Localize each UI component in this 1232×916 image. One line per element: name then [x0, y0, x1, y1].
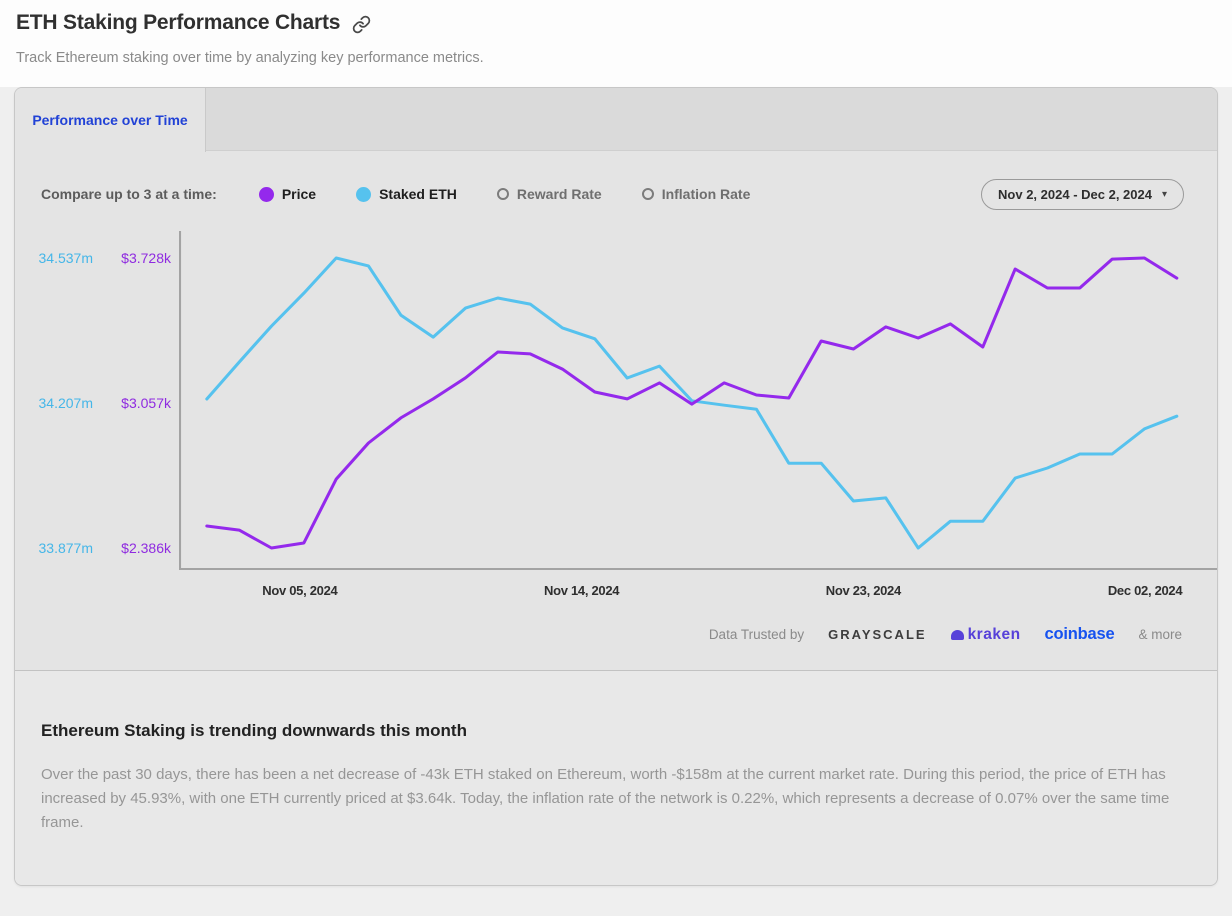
date-range-dropdown[interactable]: Nov 2, 2024 - Dec 2, 2024 ▾ [981, 178, 1184, 210]
x-axis-labels: Nov 05, 2024 Nov 14, 2024 Nov 23, 2024 Dec … [179, 583, 1184, 617]
series-line-price[interactable] [205, 256, 1179, 550]
x-tick-label: Dec 02, 2024 [1107, 583, 1183, 598]
metric-option-label: Staked ETH [379, 186, 457, 202]
summary-body: Over the past 30 days, there has been a … [41, 766, 1170, 831]
x-tick-label: Nov 14, 2024 [544, 583, 620, 598]
y-axis-labels: 34.537m $3.728k 34.207m $3.057k 33.877m $2.38… [15, 231, 179, 571]
chart-area: 34.537m $3.728k 34.207m $3.057k 33.877m $2.38… [15, 231, 1217, 617]
page-subtitle: Track Ethereum staking over time by anal… [16, 50, 484, 66]
page-header: ETH Staking Performance Charts Track Eth… [0, 0, 1232, 87]
y-axis-row: 33.877m $2.386k [31, 540, 171, 556]
coinbase-logo: coinbase [1044, 625, 1115, 643]
performance-chart[interactable] [179, 231, 1217, 571]
tab-strip: Performance over Time [15, 88, 1217, 152]
trusted-by-row: Data Trusted by GRAYSCALE kraken coinbas… [15, 617, 1217, 658]
metric-legend: Compare up to 3 at a time: Price Staked E… [41, 186, 750, 202]
summary-heading: Ethereum Staking is trending downwards t… [41, 721, 467, 740]
metric-option-price[interactable]: Price [258, 186, 317, 202]
metric-radio-icon [496, 188, 509, 200]
metric-radio-icon [641, 188, 654, 200]
date-range-value: Nov 2, 2024 - Dec 2, 2024 [998, 186, 1152, 202]
summary-section: Ethereum Staking is trending downwards t… [15, 670, 1217, 885]
staking-performance-card: Performance over Time Compare up to 3 at… [14, 87, 1218, 886]
y-label-price: $3.057k [121, 395, 171, 411]
performance-chart-plot[interactable] [179, 231, 1217, 571]
metric-option-label: Price [281, 186, 317, 202]
x-tick-label: Nov 05, 2024 [262, 583, 338, 598]
tab-performance-over-time[interactable]: Performance over Time [15, 88, 206, 152]
metric-dot-icon [258, 186, 274, 202]
grayscale-logo: GRAYSCALE [828, 627, 927, 642]
metric-dot-icon [356, 186, 372, 202]
kraken-logo-text: kraken [967, 625, 1021, 643]
page-title: ETH Staking Performance Charts [16, 11, 341, 34]
chart-panel: Compare up to 3 at a time: Price Staked E… [15, 151, 1217, 670]
y-axis-row: 34.537m $3.728k [31, 250, 171, 266]
y-label-staked: 33.877m [38, 540, 93, 556]
metric-option-label: Reward Rate [516, 186, 602, 202]
x-tick-label: Nov 23, 2024 [825, 583, 901, 598]
trusted-prefix: Data Trusted by [708, 627, 805, 642]
y-label-price: $2.386k [121, 540, 171, 556]
y-label-price: $3.728k [121, 250, 171, 266]
y-axis-row: 34.207m $3.057k [31, 395, 171, 411]
series-line-staked-eth[interactable] [205, 256, 1179, 550]
metric-option-staked-eth[interactable]: Staked ETH [356, 186, 457, 202]
metric-option-reward-rate[interactable]: Reward Rate [496, 186, 602, 202]
chevron-down-icon: ▾ [1161, 188, 1167, 200]
metric-option-inflation-rate[interactable]: Inflation Rate [641, 186, 751, 202]
metric-option-label: Inflation Rate [661, 186, 751, 202]
y-label-staked: 34.537m [38, 250, 93, 266]
kraken-logo: kraken [950, 625, 1021, 644]
y-label-staked: 34.207m [38, 395, 93, 411]
link-icon[interactable] [352, 15, 371, 34]
trusted-more-label: & more [1138, 627, 1182, 642]
kraken-mark-icon [950, 629, 964, 640]
compare-label: Compare up to 3 at a time: [41, 186, 217, 202]
